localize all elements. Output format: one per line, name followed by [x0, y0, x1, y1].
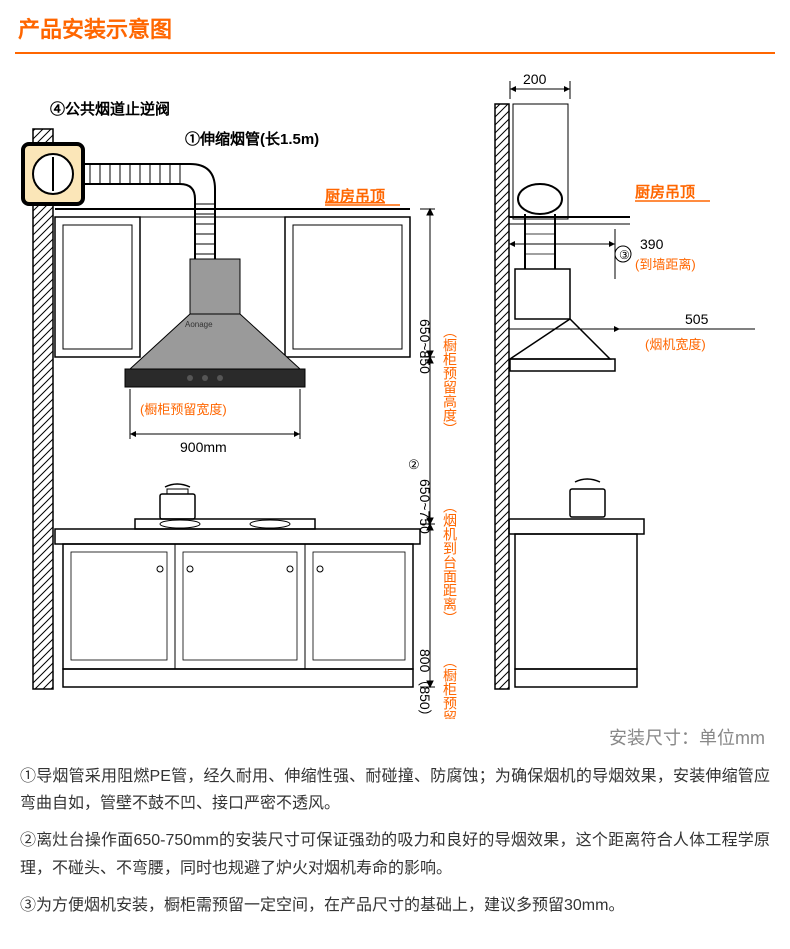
dim-label-2: （烟机到台面距离）: [442, 499, 458, 625]
note-1: ①导烟管采用阻燃PE管，经久耐用、伸缩性强、耐碰撞、防腐蚀；为确保烟机的导烟效果…: [20, 763, 770, 817]
dim-390-label: (到墙距离): [635, 257, 696, 272]
callout-4: ④公共烟道止逆阀: [50, 100, 170, 118]
svg-text:Aonage: Aonage: [185, 320, 213, 329]
dim-label-3: （橱柜预留高度）: [442, 654, 458, 719]
callout-2: ②: [408, 457, 420, 472]
dim-800: 800（850）: [417, 649, 433, 719]
installation-diagram: Aonage ④公共烟道止逆阀 ①伸缩烟管(长1.5m) 厨房吊顶 (橱柜预留宽…: [15, 69, 775, 719]
dim-505-label: (烟机宽度): [645, 337, 706, 352]
page-title: 产品安装示意图: [0, 0, 790, 52]
cabinet-width-label: (橱柜预留宽度): [140, 402, 227, 417]
ceiling-right-label: 厨房吊顶: [635, 183, 695, 201]
dim-390: 390: [640, 236, 664, 252]
dim-650-850: 650~850: [417, 319, 433, 374]
ceiling-left-label: 厨房吊顶: [325, 187, 385, 205]
width-900: 900mm: [180, 439, 227, 455]
dim-200: 200: [523, 71, 547, 87]
note-3: ③为方便烟机安装，橱柜需预留一定空间，在产品尺寸的基础上，建议多预留30mm。: [20, 892, 770, 919]
callout-1: ①伸缩烟管(长1.5m): [185, 130, 319, 148]
title-underline: [15, 52, 775, 54]
units-label: 安装尺寸：单位mm: [0, 719, 790, 758]
dim-505: 505: [685, 311, 709, 327]
installation-notes: ①导烟管采用阻燃PE管，经久耐用、伸缩性强、耐碰撞、防腐蚀；为确保烟机的导烟效果…: [0, 758, 790, 949]
dim-label-1: （橱柜预留高度）: [442, 324, 458, 436]
callout-3: ③: [619, 248, 630, 262]
note-2: ②离灶台操作面650-750mm的安装尺寸可保证强劲的吸力和良好的导烟效果，这个…: [20, 827, 770, 881]
dim-650-750: 650~750: [417, 479, 433, 534]
